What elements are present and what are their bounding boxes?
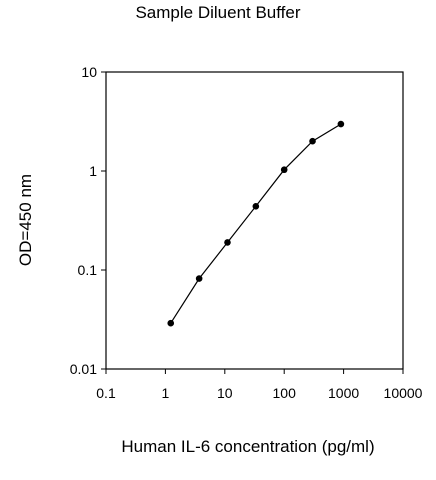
x-tick-label: 0.1 xyxy=(96,385,116,401)
y-tick-label: 0.1 xyxy=(78,262,98,278)
y-tick-label: 1 xyxy=(89,163,97,179)
x-tick-label: 10000 xyxy=(384,385,423,401)
chart-title: Sample Diluent Buffer xyxy=(135,3,301,22)
y-tick-label: 0.01 xyxy=(70,361,97,377)
x-tick-label: 1000 xyxy=(328,385,359,401)
y-axis-label: OD=450 nm xyxy=(16,173,35,267)
data-point xyxy=(280,166,288,174)
series-line xyxy=(170,123,342,324)
x-tick-label: 100 xyxy=(273,385,297,401)
plot-frame xyxy=(105,71,404,370)
data-point xyxy=(337,120,345,128)
x-tick-label: 10 xyxy=(217,385,233,401)
y-tick-label: 10 xyxy=(81,64,97,80)
data-point xyxy=(252,202,260,210)
x-axis-label: Human IL-6 concentration (pg/ml) xyxy=(121,437,375,456)
data-point xyxy=(195,275,203,282)
data-point xyxy=(224,239,231,246)
data-point xyxy=(167,319,175,327)
x-tick-label: 1 xyxy=(162,385,170,401)
data-point xyxy=(309,137,316,145)
